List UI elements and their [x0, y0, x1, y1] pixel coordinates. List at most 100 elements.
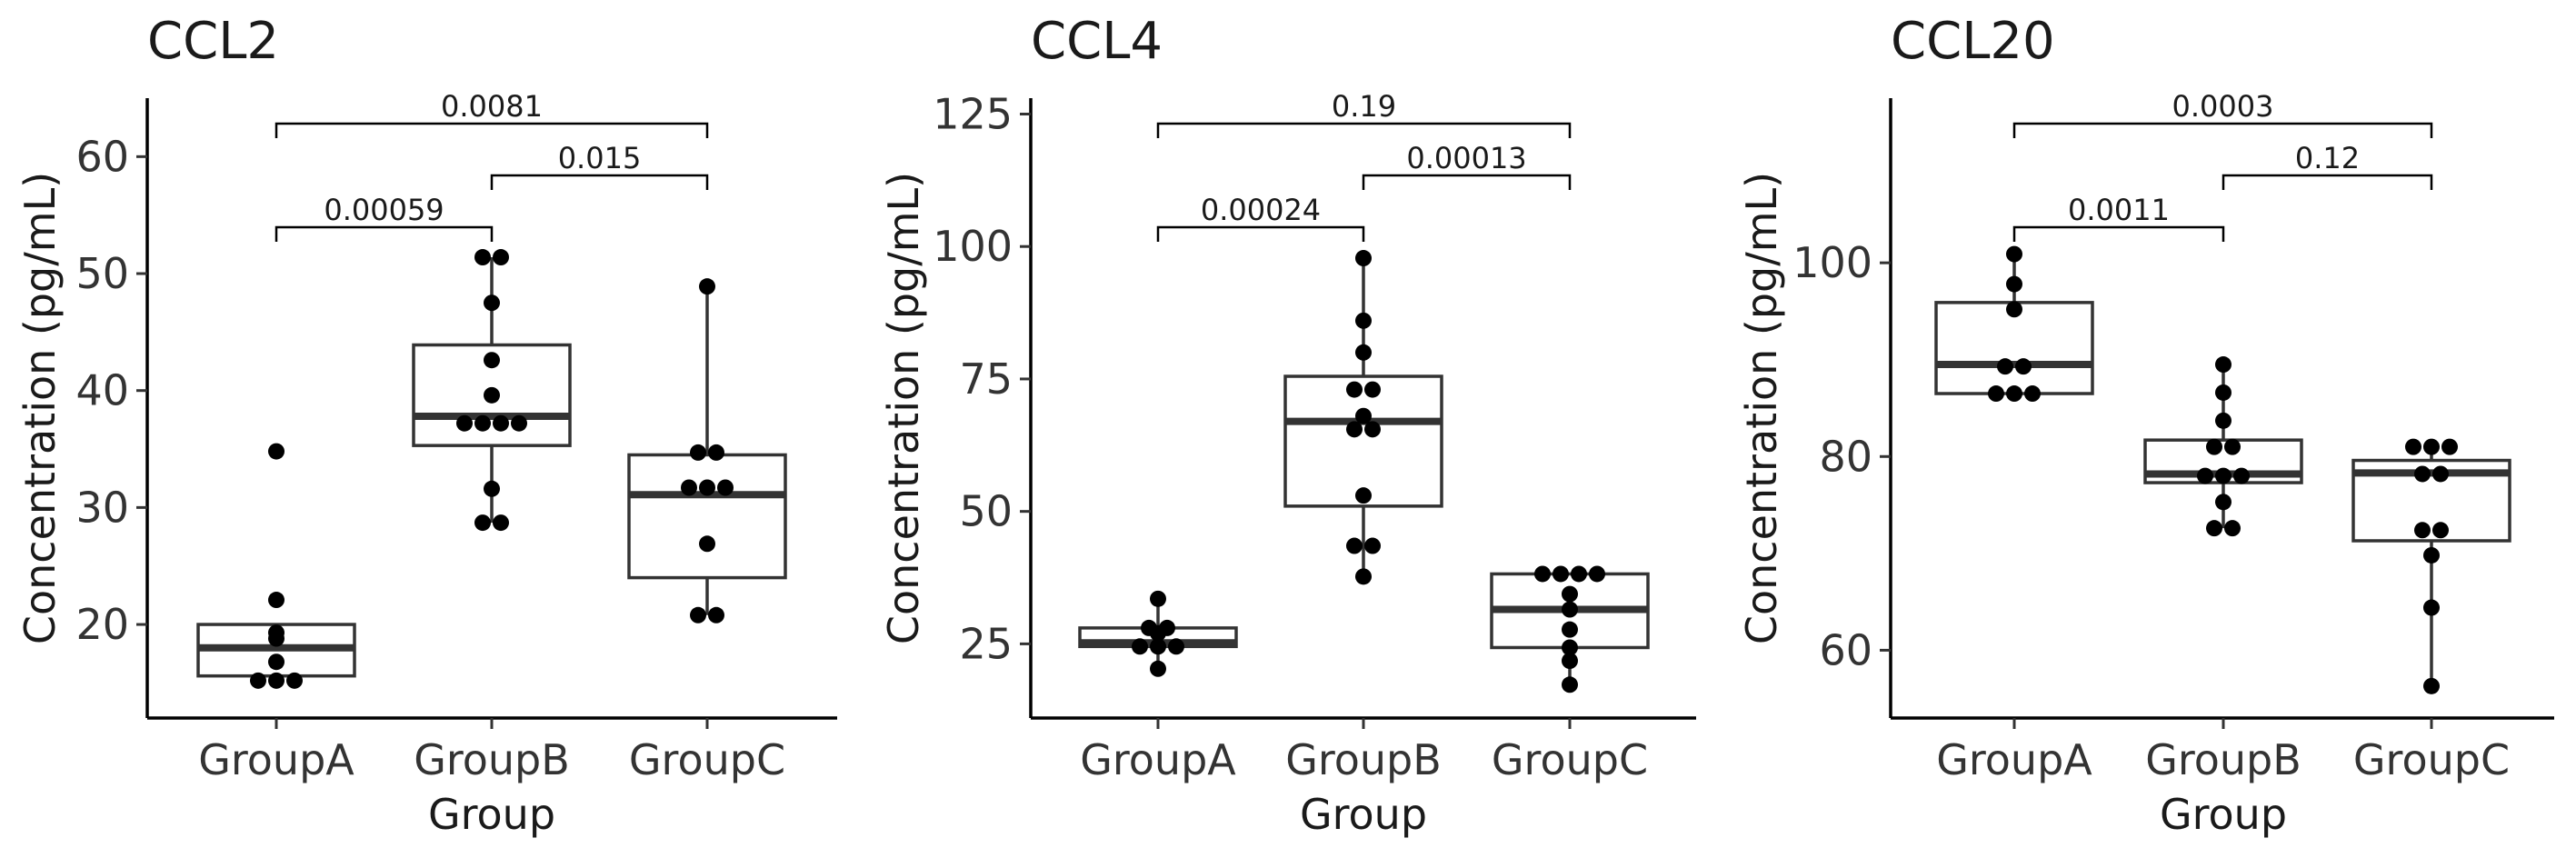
data-point [1346, 537, 1363, 554]
x-tick-label: GroupC [2353, 735, 2510, 784]
data-point [2024, 385, 2041, 403]
box-group-groupb [1283, 250, 1443, 585]
data-point [493, 514, 509, 532]
data-point [708, 444, 724, 461]
comparison-bracket: 0.0011 [2012, 193, 2225, 242]
data-point [2414, 465, 2431, 483]
x-tick-label: GroupA [1936, 735, 2092, 784]
data-point [484, 386, 500, 404]
y-tick-label: 30 [75, 483, 129, 532]
data-point [2423, 599, 2440, 616]
data-point [2006, 385, 2022, 403]
comparison-bracket: 0.015 [490, 141, 709, 190]
y-axis-label: Concentration (pg/mL) [15, 172, 65, 644]
data-point [2215, 356, 2232, 374]
data-point [484, 480, 500, 497]
y-tick-label: 40 [75, 366, 129, 415]
comparison-bracket: 0.0003 [2012, 89, 2433, 138]
chart-panel-ccl2: CCL2 Concentration (pg/mL) 20 30 40 50 60 Group… [15, 12, 837, 839]
data-point [1355, 312, 1372, 329]
data-point [2206, 438, 2222, 455]
data-point [1141, 619, 1157, 636]
box-group-groupa [196, 443, 356, 689]
y-tick-label: 60 [75, 132, 129, 181]
x-axis-label: Group [2160, 790, 2287, 839]
data-point [1534, 565, 1551, 583]
p-value-label: 0.015 [558, 141, 642, 175]
bracket-line [1156, 122, 1572, 138]
data-point [2006, 245, 2022, 263]
data-point [2215, 467, 2232, 484]
data-point [1562, 601, 1578, 618]
data-point [2224, 438, 2241, 455]
data-point [2441, 438, 2458, 455]
p-value-label: 0.0011 [2068, 193, 2170, 227]
comparison-bracket: 0.0081 [275, 89, 709, 138]
x-tick-label: GroupB [414, 735, 570, 784]
box-group-groupc [627, 278, 787, 624]
box-group-groupa [1934, 245, 2094, 403]
box-group-groupb [412, 249, 572, 532]
p-value-label: 0.0003 [2172, 89, 2274, 124]
data-point [1364, 421, 1381, 438]
data-point [268, 672, 285, 689]
data-point [1562, 621, 1578, 638]
data-point [699, 278, 715, 295]
y-tick-label: 60 [1819, 625, 1872, 674]
data-point [717, 479, 734, 496]
data-point [474, 514, 491, 532]
x-axis-label: Group [1300, 790, 1427, 839]
y-tick-label: 80 [1819, 432, 1872, 481]
data-point [1562, 676, 1578, 693]
x-tick-label: GroupB [1285, 735, 1442, 784]
data-point [699, 535, 715, 553]
data-point [268, 653, 285, 671]
data-point [2423, 546, 2440, 564]
data-point [2414, 522, 2431, 539]
data-point [1159, 619, 1175, 636]
data-point [699, 479, 715, 496]
data-point [1364, 381, 1381, 398]
chart-panel-ccl4: CCL4 Concentration (pg/mL) 25 50 75 100 125 Gro… [879, 12, 1696, 839]
data-point [690, 444, 706, 461]
p-value-label: 0.00059 [324, 193, 444, 227]
data-point [1562, 585, 1578, 603]
comparison-bracket: 0.00059 [275, 193, 494, 242]
x-tick-label: GroupA [1080, 735, 1236, 784]
data-point [2006, 275, 2022, 293]
x-tick-label: GroupB [2145, 735, 2301, 784]
data-point [2432, 465, 2449, 483]
data-point [1355, 250, 1372, 267]
comparison-bracket: 0.00013 [1362, 141, 1572, 190]
data-point [1346, 421, 1363, 438]
x-tick-label: GroupA [198, 735, 354, 784]
data-point [708, 606, 724, 624]
data-point [493, 414, 509, 432]
x-tick-label: GroupC [629, 735, 785, 784]
y-tick-label: 100 [933, 222, 1013, 271]
y-tick-label: 50 [959, 487, 1013, 536]
p-value-label: 0.00024 [1201, 193, 1321, 227]
data-point [2233, 467, 2250, 484]
data-point [2405, 438, 2421, 455]
data-point [484, 294, 500, 312]
data-point [1355, 487, 1372, 504]
data-point [2215, 384, 2232, 401]
box-group-groupc [1490, 565, 1650, 693]
data-point [2006, 301, 2022, 318]
bracket-line [275, 122, 709, 138]
p-value-label: 0.12 [2295, 141, 2360, 175]
box-group-groupa [1078, 590, 1238, 677]
y-tick-label: 75 [959, 354, 1013, 404]
y-tick-label: 100 [1792, 238, 1872, 287]
x-tick-label: GroupC [1492, 735, 1648, 784]
data-point [250, 672, 266, 689]
data-point [1150, 638, 1166, 655]
data-point [493, 249, 509, 266]
bracket-line [275, 225, 494, 242]
data-point [1355, 568, 1372, 585]
data-point [1988, 385, 2004, 403]
data-point [2015, 358, 2032, 375]
data-point [474, 249, 491, 266]
